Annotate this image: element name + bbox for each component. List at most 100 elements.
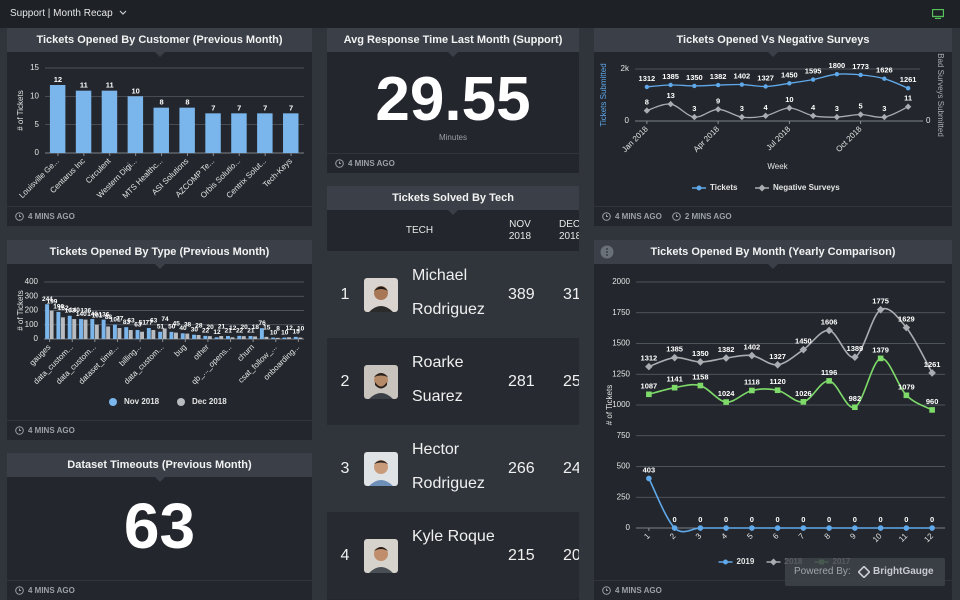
- widget: Tickets Opened By Type (Previous Month) …: [7, 240, 312, 440]
- x-tick-label: bug: [172, 343, 188, 359]
- y-tick-label: 200: [25, 306, 39, 315]
- data-label: 1350: [692, 349, 709, 358]
- point: [697, 382, 704, 389]
- widget: Dataset Timeouts (Previous Month) 63 4 M…: [7, 453, 312, 600]
- point: [877, 355, 884, 362]
- data-label: 9: [716, 96, 720, 105]
- data-label: 77: [146, 320, 154, 327]
- data-label: 88: [105, 314, 113, 321]
- bar: [169, 331, 174, 339]
- bar: [203, 335, 208, 339]
- data-label: 1385: [662, 72, 679, 81]
- data-label: 76: [259, 320, 267, 327]
- point: [929, 525, 935, 531]
- widget-title: Tickets Opened Vs Negative Surveys: [594, 28, 952, 57]
- bar: [128, 330, 133, 339]
- cell-value: 389: [508, 286, 535, 303]
- bar: [146, 328, 151, 339]
- point: [809, 112, 817, 119]
- bar: [174, 332, 178, 339]
- data-label: 8: [185, 98, 189, 107]
- column-header: DEC 2018: [559, 219, 579, 242]
- bar: [214, 337, 219, 339]
- data-label: 1775: [872, 297, 889, 306]
- y-tick-label: 1750: [612, 308, 630, 317]
- avatar: [364, 452, 398, 486]
- bar: [72, 319, 77, 339]
- point: [852, 404, 858, 411]
- dashboard-selector[interactable]: Support | Month Recap: [10, 0, 127, 28]
- data-label: 1379: [872, 345, 889, 354]
- point: [763, 84, 768, 89]
- data-label: 1773: [852, 62, 869, 71]
- data-label: 0: [827, 515, 831, 524]
- x-tick-label: 8: [823, 531, 833, 541]
- bar: [75, 90, 92, 153]
- x-tick-label: 9: [848, 531, 858, 541]
- bar: [49, 85, 66, 153]
- point: [904, 103, 912, 110]
- cell-value: 266: [508, 460, 535, 477]
- data-label: 22: [236, 328, 244, 335]
- data-label: 140: [87, 311, 98, 318]
- data-label: 21: [247, 328, 255, 335]
- point: [825, 326, 833, 335]
- avatar: [364, 539, 398, 573]
- point: [833, 113, 841, 121]
- bar: [151, 330, 156, 339]
- data-label: 1120: [769, 377, 785, 386]
- bar: [127, 96, 144, 153]
- updated-time: 4 MINS AGO: [28, 426, 75, 435]
- data-label: 0: [801, 515, 805, 524]
- info-icon[interactable]: [600, 245, 614, 259]
- point: [671, 384, 678, 391]
- bar: [124, 327, 129, 339]
- bar: [259, 328, 264, 339]
- kpi-unit: Minutes: [438, 133, 467, 142]
- data-label: 1402: [744, 343, 761, 352]
- point: [877, 525, 884, 531]
- point: [762, 112, 769, 119]
- data-label: 10: [297, 325, 305, 332]
- bar: [179, 107, 195, 153]
- bar: [207, 336, 212, 339]
- y-tick-label: 1000: [612, 400, 630, 409]
- point: [881, 113, 888, 121]
- data-label: 244: [42, 296, 53, 303]
- point: [787, 81, 792, 86]
- point: [671, 525, 678, 531]
- bar: [49, 310, 54, 339]
- widget-title: Tickets Solved By Tech: [327, 186, 579, 215]
- data-label: 10: [270, 329, 278, 336]
- point: [646, 391, 652, 398]
- widget-footer: 4 MINS AGO 2 MINS AGO: [594, 206, 952, 226]
- watermark-prefix: Powered By:: [794, 566, 851, 577]
- data-label: 1261: [900, 75, 917, 84]
- data-label: 140: [69, 307, 80, 314]
- x-axis-label: Week: [767, 162, 788, 171]
- data-label: 51: [139, 319, 147, 326]
- data-label: 1606: [821, 317, 838, 326]
- x-tick-label: 1: [642, 531, 652, 541]
- y-tick-label: 250: [617, 492, 631, 501]
- data-label: 0: [750, 515, 754, 524]
- point: [691, 113, 698, 121]
- data-label: 1158: [692, 373, 708, 382]
- clock-icon: [15, 426, 24, 435]
- widget: Tickets Opened By Month (Yearly Comparis…: [594, 240, 952, 600]
- data-label: 12: [286, 325, 294, 332]
- tv-mode-icon[interactable]: [932, 9, 944, 19]
- point: [749, 387, 755, 394]
- bar: [287, 337, 291, 339]
- y-axis-label: Tickets Submitted: [599, 63, 608, 126]
- data-label: 1118: [744, 377, 760, 386]
- updated-time: 4 MINS AGO: [28, 212, 75, 221]
- data-label: 11: [904, 94, 912, 103]
- data-label: 12: [229, 325, 237, 332]
- legend-label: 2019: [737, 557, 755, 566]
- x-tick-label: 5: [745, 531, 755, 541]
- table-row: 1 Michael Rodriguez 389 31: [327, 251, 579, 338]
- legend-marker: [177, 398, 185, 406]
- point: [774, 387, 781, 394]
